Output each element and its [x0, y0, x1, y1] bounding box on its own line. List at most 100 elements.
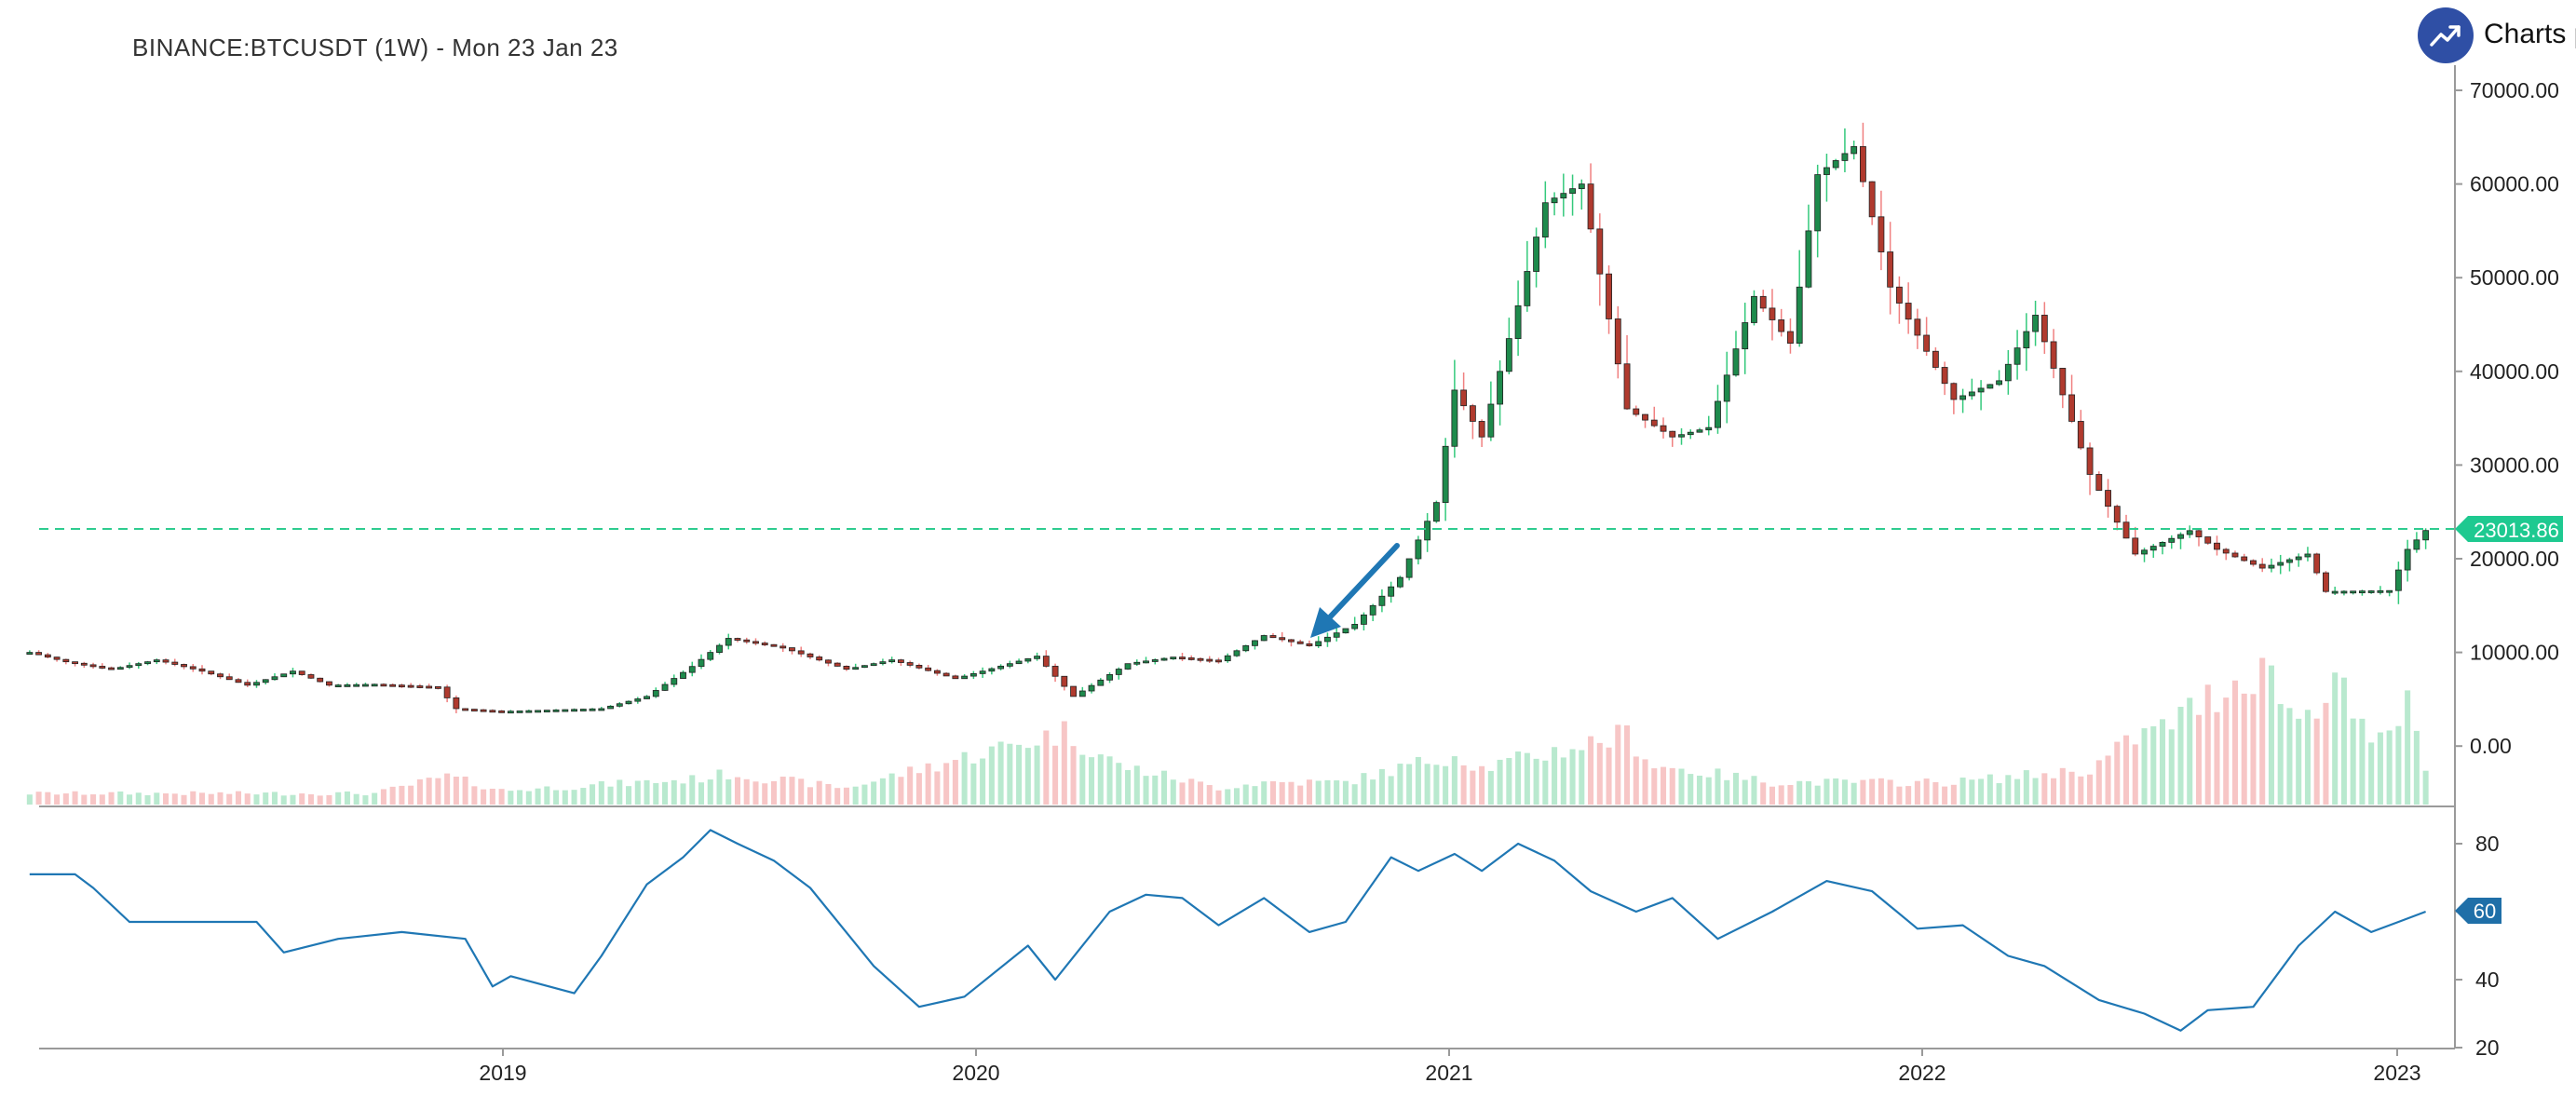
candle-body [126, 665, 133, 669]
volume-bar [2187, 697, 2193, 805]
candle-body [1514, 305, 1522, 339]
price-axis-tick-label: 20000.00 [2470, 547, 2559, 571]
oscillator-axis: 80 60 40 20 [2455, 832, 2500, 1060]
volume-bar [1116, 763, 1122, 805]
candle-body [1306, 643, 1313, 646]
volume-bar [1642, 759, 1648, 805]
candle-body [290, 670, 296, 675]
candle-body [2113, 506, 2121, 523]
volume-bar [1106, 756, 1113, 805]
candle-body [62, 658, 70, 663]
volume-bar [471, 786, 478, 805]
volume-bar [1215, 790, 1222, 805]
volume-bar [734, 777, 741, 805]
candle-body [1315, 641, 1322, 646]
volume-bar [1016, 744, 1023, 805]
volume-bar [997, 741, 1004, 805]
volume-bar [163, 793, 169, 805]
oscillator-last-text: 60 [2474, 900, 2496, 923]
candle-body [1342, 628, 1349, 634]
candle-body [1524, 271, 1531, 306]
volume-bar [435, 778, 441, 805]
candle-body [470, 709, 478, 711]
candle-body [398, 684, 405, 688]
brand-text[interactable]: Charts p [2484, 19, 2576, 49]
volume-bar [707, 779, 713, 805]
price-axis-tick-label: 40000.00 [2470, 359, 2559, 384]
candle-body [2105, 490, 2111, 508]
volume-bar [1633, 756, 1639, 805]
volume-bar [1288, 781, 1295, 805]
last-price-label: 23013.86 [2455, 516, 2563, 542]
volume-bar [617, 779, 623, 805]
volume-bar [2032, 778, 2039, 805]
volume-bar [970, 763, 977, 805]
volume-bar [535, 788, 541, 805]
candle-body [1088, 684, 1095, 692]
candle-body [2086, 447, 2094, 475]
volume-bar [1705, 777, 1712, 805]
candle-body [761, 643, 768, 645]
candle-body [2040, 315, 2048, 343]
candle-body [1941, 367, 1948, 385]
candle-body [2304, 553, 2312, 558]
candle-body [2050, 341, 2057, 369]
brand-badge[interactable] [2418, 7, 2474, 63]
candle-body [2159, 541, 2166, 547]
volume-bar [1143, 776, 1149, 805]
volume-bar [1043, 730, 1050, 805]
volume-bar [372, 792, 378, 805]
volume-bar [72, 791, 78, 805]
candle-body [1868, 181, 1876, 218]
candle-body [253, 682, 260, 686]
candle-body [1451, 389, 1458, 447]
candle-body [1778, 319, 1785, 332]
candle-body [1252, 640, 1258, 646]
volume-bar [1732, 772, 1740, 805]
volume-bar [1896, 786, 1903, 805]
candle-body [1642, 413, 1648, 421]
candle-body [507, 711, 514, 714]
candle-body [2095, 474, 2103, 491]
candle-body [1487, 403, 1495, 438]
candle-body [516, 711, 523, 713]
volume-bar [662, 781, 669, 805]
volume-bar [1206, 785, 1213, 805]
candle-body [1170, 657, 1177, 660]
candle-body [2077, 421, 2084, 449]
volume-bar [1869, 778, 1876, 805]
volume-bar [1814, 785, 1821, 805]
volume-bar [825, 784, 832, 805]
candle-body [942, 672, 950, 677]
candle-body [1224, 655, 1231, 662]
candle-body [1895, 286, 1903, 304]
volume-bar [2313, 718, 2320, 805]
volume-bar [816, 780, 822, 805]
candle-body [707, 652, 714, 660]
candle-body [1587, 183, 1594, 230]
volume-bar [2277, 704, 2284, 805]
volume-bar [1225, 789, 1231, 805]
candle-body [1678, 434, 1685, 438]
volume-bar [934, 771, 941, 805]
candle-body [1124, 663, 1132, 670]
price-axis-tick-label: 30000.00 [2470, 453, 2559, 477]
volume-bar [54, 794, 61, 805]
candle-body [752, 641, 759, 644]
candle-body [1650, 419, 1658, 426]
volume-bar [1606, 747, 1612, 805]
candle-body [1396, 576, 1403, 588]
candle-body [171, 661, 179, 665]
candle-body [2277, 562, 2285, 566]
candle-body [480, 709, 487, 712]
volume-bar [1560, 757, 1566, 805]
candle-body [879, 661, 887, 665]
volume-bar [1269, 781, 1276, 805]
volume-bar [1361, 773, 1367, 805]
candle-body [1859, 145, 1866, 183]
candle-body [1633, 408, 1640, 415]
candle-body [1569, 188, 1576, 195]
candle-body [897, 659, 904, 663]
volume-bar [907, 766, 914, 805]
candle-body [797, 650, 805, 655]
